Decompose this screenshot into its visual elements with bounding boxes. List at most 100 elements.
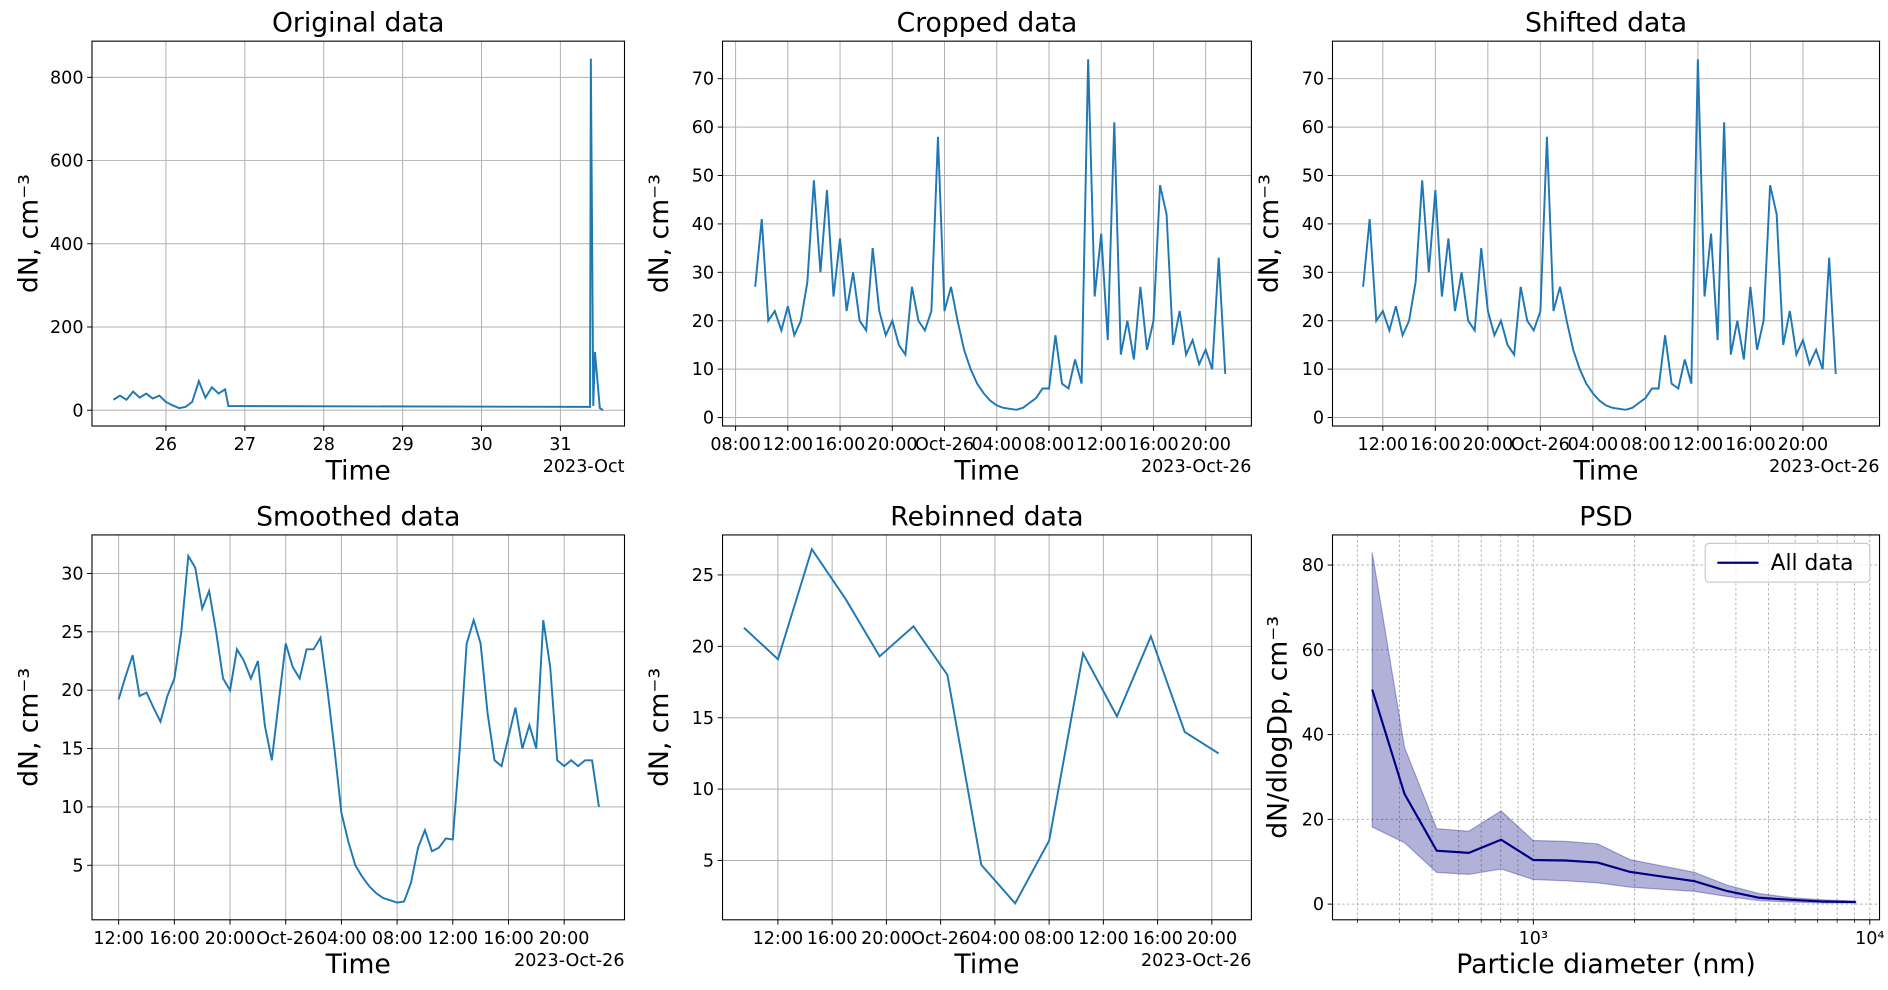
line [1362, 59, 1837, 411]
y-tick-label: 70 [692, 70, 714, 90]
x-tick-label: 28 [313, 435, 335, 455]
x-tick-label: Oct-26 [911, 929, 970, 949]
y-tick-label: 20 [1302, 810, 1324, 830]
x-tick-label: 20:00 [1187, 929, 1238, 949]
line [117, 552, 600, 904]
x-tick-label: 16:00 [1410, 435, 1461, 455]
axes-frame [721, 534, 1252, 921]
x-tick-label: 29 [391, 435, 413, 455]
y-tick-label: 15 [61, 740, 83, 760]
y-tick-label: 5 [72, 856, 83, 876]
x-tick-label: 20:00 [867, 435, 918, 455]
x-tick-label: 12:00 [763, 435, 814, 455]
y-tick-label: 10 [692, 360, 714, 380]
x-tick-label: 12:00 [1076, 435, 1127, 455]
x-tick-label: 16:00 [483, 929, 534, 949]
x-tick-label: Oct-26 [256, 929, 315, 949]
y-axis-label: dN/dlogDp, cm⁻³ [1263, 616, 1294, 839]
x-tick-label: 04:00 [1568, 435, 1619, 455]
x-tick-label: 20:00 [1463, 435, 1514, 455]
y-tick-label: 25 [692, 566, 714, 586]
y-tick-label: 10 [692, 780, 714, 800]
chart-title: Rebinned data [890, 501, 1083, 532]
x-tick-label: 27 [234, 435, 256, 455]
band [1371, 552, 1857, 904]
x-tick-label: 10³ [1519, 929, 1548, 949]
x-tick-label: 12:00 [93, 929, 144, 949]
x-tick-label: 12:00 [1673, 435, 1724, 455]
y-tick-label: 60 [1302, 641, 1324, 661]
x-tick-label: 20:00 [1180, 435, 1231, 455]
y-tick-label: 20 [692, 312, 714, 332]
x-tick-label: 08:00 [372, 929, 423, 949]
y-tick-label: 800 [50, 68, 83, 88]
y-tick-label: 0 [703, 409, 714, 429]
x-tick-label: 26 [155, 435, 177, 455]
x-tick-label: 04:00 [970, 929, 1021, 949]
x-tick-label: 16:00 [149, 929, 200, 949]
y-tick-label: 20 [1302, 312, 1324, 332]
line [754, 59, 1227, 411]
chart-title: Smoothed data [256, 501, 460, 532]
x-tick-label: 20:00 [205, 929, 256, 949]
legend-box [1704, 542, 1871, 583]
x-tick-label: 08:00 [1024, 929, 1075, 949]
y-tick-label: 10 [1302, 360, 1324, 380]
x-tick-label: 10⁴ [1855, 929, 1884, 949]
y-tick-label: 60 [692, 118, 714, 138]
chart-title: Original data [272, 7, 445, 38]
line [1371, 689, 1856, 904]
y-tick-label: 40 [1302, 215, 1324, 235]
y-tick-label: 60 [1302, 118, 1324, 138]
x-tick-label: 16:00 [807, 929, 858, 949]
x-offset-label: 2023-Oct [543, 457, 625, 477]
x-tick-label: 12:00 [1358, 435, 1409, 455]
x-tick-label: 08:00 [710, 435, 761, 455]
y-tick-label: 0 [1313, 409, 1324, 429]
x-tick-label: 08:00 [1024, 435, 1075, 455]
y-tick-label: 0 [1313, 895, 1324, 915]
line [112, 58, 604, 411]
x-offset-label: 2023-Oct-26 [1769, 457, 1879, 477]
x-tick-label: 08:00 [1620, 435, 1671, 455]
y-axis-label: dN, cm⁻³ [14, 668, 45, 787]
x-tick-label: 12:00 [1078, 929, 1129, 949]
y-tick-label: 10 [61, 798, 83, 818]
x-tick-label: 16:00 [1132, 929, 1183, 949]
x-axis-label: Time [325, 455, 391, 486]
x-tick-label: 16:00 [1128, 435, 1179, 455]
x-axis-label: Time [1572, 455, 1638, 486]
y-tick-label: 70 [1302, 70, 1324, 90]
x-tick-label: 16:00 [1725, 435, 1776, 455]
x-tick-label: 12:00 [753, 929, 804, 949]
y-tick-label: 25 [61, 623, 83, 643]
y-tick-label: 20 [61, 681, 83, 701]
x-axis-label: Time [953, 455, 1019, 486]
axes-frame [91, 40, 626, 427]
legend-label: All data [1771, 551, 1854, 576]
line [743, 547, 1220, 906]
subplot: 26 27 28 29 30 31 0 200 400 600 800 Original data Ti… [14, 7, 626, 486]
x-tick-label: 16:00 [815, 435, 866, 455]
y-tick-label: 30 [61, 565, 83, 585]
x-tick-label: 30 [470, 435, 492, 455]
y-tick-label: 400 [50, 235, 83, 255]
y-tick-label: 50 [692, 167, 714, 187]
y-tick-label: 5 [703, 852, 714, 872]
y-tick-label: 15 [692, 709, 714, 729]
x-tick-label: Oct-26 [915, 435, 974, 455]
axes-frame [1331, 534, 1881, 921]
y-axis-label: dN, cm⁻³ [1254, 174, 1285, 293]
y-axis-label: dN, cm⁻³ [644, 174, 675, 293]
x-tick-label: 04:00 [316, 929, 367, 949]
y-tick-label: 80 [1302, 556, 1324, 576]
y-tick-label: 0 [72, 401, 83, 421]
x-offset-label: 2023-Oct-26 [1141, 457, 1251, 477]
y-tick-label: 20 [692, 637, 714, 657]
y-tick-label: 200 [50, 318, 83, 338]
